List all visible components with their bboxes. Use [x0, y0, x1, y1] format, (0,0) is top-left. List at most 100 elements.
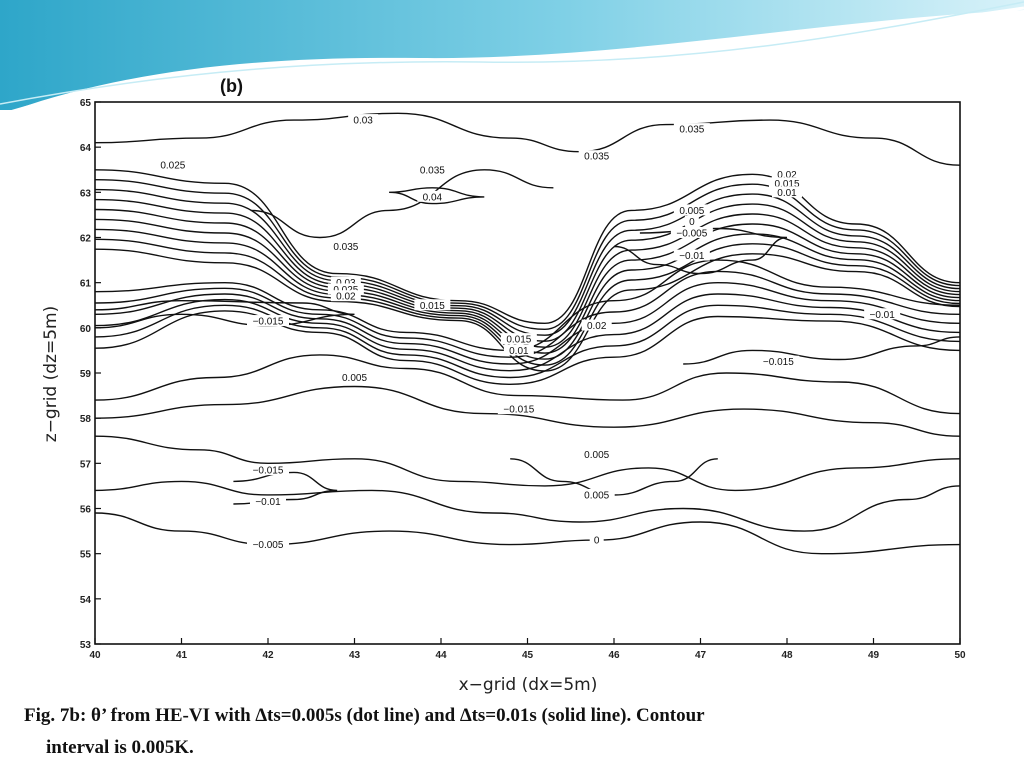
x-tick-label: 47 [695, 650, 707, 661]
contour-label-bg [414, 299, 451, 311]
contour-label: 0.03 [353, 116, 373, 127]
contour-label: 0.01 [509, 346, 529, 357]
x-tick-label: 41 [176, 650, 188, 661]
y-tick-label: 65 [80, 98, 92, 109]
contour-label: 0.015 [774, 179, 799, 190]
contour-line [94, 188, 961, 336]
x-axis-title: x−grid (dx=5m) [459, 675, 598, 695]
contour-label-bg [684, 215, 699, 227]
contour-line [683, 336, 961, 365]
contour-label: 0 [689, 217, 695, 228]
contour-line [94, 512, 961, 555]
slide-header-banner [0, 0, 1024, 110]
contour-label-bg [417, 190, 448, 202]
contour-label: 0.035 [333, 242, 358, 253]
contour-label: −0.015 [253, 466, 284, 477]
contour-line [94, 179, 961, 331]
y-tick-label: 61 [80, 279, 92, 290]
contour-label-bg [154, 159, 191, 171]
contour-line [94, 354, 961, 415]
contour-label: −0.01 [869, 310, 895, 321]
caption-line-2: interval is 0.005K. [46, 737, 194, 758]
contour-label: −0.01 [255, 497, 281, 508]
y-tick-label: 55 [80, 550, 92, 561]
contour-line [94, 198, 961, 342]
x-tick-label: 48 [781, 650, 793, 661]
contour-line [94, 238, 961, 366]
contour-label-bg [247, 464, 289, 476]
contour-label: 0.025 [160, 161, 185, 172]
contour-label-bg [670, 226, 713, 238]
contour-line [94, 293, 961, 372]
y-tick-label: 53 [80, 640, 92, 651]
contour-label-bg [247, 315, 289, 327]
contour-label-bg [250, 495, 286, 507]
contour-lines [94, 112, 961, 555]
x-tick-label: 43 [349, 650, 361, 661]
contour-label: 0.02 [587, 321, 607, 332]
contour-label: −0.015 [253, 317, 284, 328]
contour-line [94, 435, 961, 492]
y-axis-title: z−grid (dz=5m) [41, 306, 61, 442]
contour-label-bg [500, 333, 537, 345]
contour-label: 0.02 [336, 292, 356, 303]
contour-label: 0.005 [679, 206, 704, 217]
y-tick-label: 62 [80, 234, 92, 245]
contour-label-bg [578, 150, 615, 162]
contour-label: 0.04 [423, 192, 443, 203]
contour-line [94, 112, 961, 166]
contour-label-bg [497, 403, 540, 415]
contour-label-bg [772, 186, 802, 198]
contour-label: 0.035 [584, 152, 609, 163]
contour-label-bg [769, 177, 805, 189]
y-tick-label: 56 [80, 505, 92, 516]
contour-label: 0 [594, 536, 600, 547]
y-tick-label: 57 [80, 459, 92, 470]
contour-label-bg [578, 448, 615, 460]
y-tick-label: 59 [80, 369, 92, 380]
y-tick-label: 54 [80, 595, 92, 606]
contour-line [250, 169, 554, 239]
contour-label-bg [673, 204, 710, 216]
contour-label-bg [864, 308, 901, 320]
contour-line [94, 169, 961, 325]
contour-line [94, 299, 355, 329]
contour-label: 0.01 [777, 188, 797, 199]
contour-label-bg [414, 163, 451, 175]
contour-label: 0.015 [420, 301, 445, 312]
contour-label: 0.005 [342, 373, 367, 384]
contour-label: 0.005 [584, 450, 609, 461]
x-tick-label: 49 [868, 650, 880, 661]
contour-label: −0.005 [253, 540, 284, 551]
contour-label: −0.005 [676, 228, 707, 239]
contour-line [613, 227, 788, 275]
contour-line [94, 281, 961, 365]
contour-label: 0.02 [777, 170, 797, 181]
contour-label-bg [336, 371, 373, 383]
contour-label: −0.015 [763, 357, 794, 368]
contour-chart: 40 41 42 43 44 45 46 47 48 49 50 53 54 55 56 57 58 59 60 6… [41, 76, 966, 695]
x-tick-label: 44 [435, 650, 447, 661]
contour-label-bg [589, 534, 604, 546]
x-tick-label: 50 [954, 650, 966, 661]
contour-label: 0.035 [420, 165, 445, 176]
contour-label: 0.035 [679, 125, 704, 136]
contour-label-bg [581, 319, 612, 331]
contour-label: −0.015 [503, 405, 534, 416]
x-tick-label: 42 [262, 650, 274, 661]
panel-label: (b) [220, 76, 243, 96]
figure-caption: Fig. 7b: θ’ from HE-VI with ∆ts=0.005s (… [24, 700, 1004, 764]
contour-line [94, 270, 961, 358]
y-axis: 53 54 55 56 57 58 59 60 61 62 63 64 65 [80, 98, 101, 651]
contour-line [94, 228, 961, 360]
y-tick-label: 63 [80, 188, 92, 199]
y-tick-label: 58 [80, 414, 92, 425]
y-tick-label: 60 [80, 324, 92, 335]
contour-label-bg [673, 249, 710, 261]
x-tick-label: 45 [522, 650, 534, 661]
contour-label: −0.01 [679, 251, 705, 262]
contour-label-bg [673, 123, 710, 135]
x-axis: 40 41 42 43 44 45 46 47 48 49 50 [89, 638, 966, 661]
contour-label-bg [330, 290, 361, 302]
